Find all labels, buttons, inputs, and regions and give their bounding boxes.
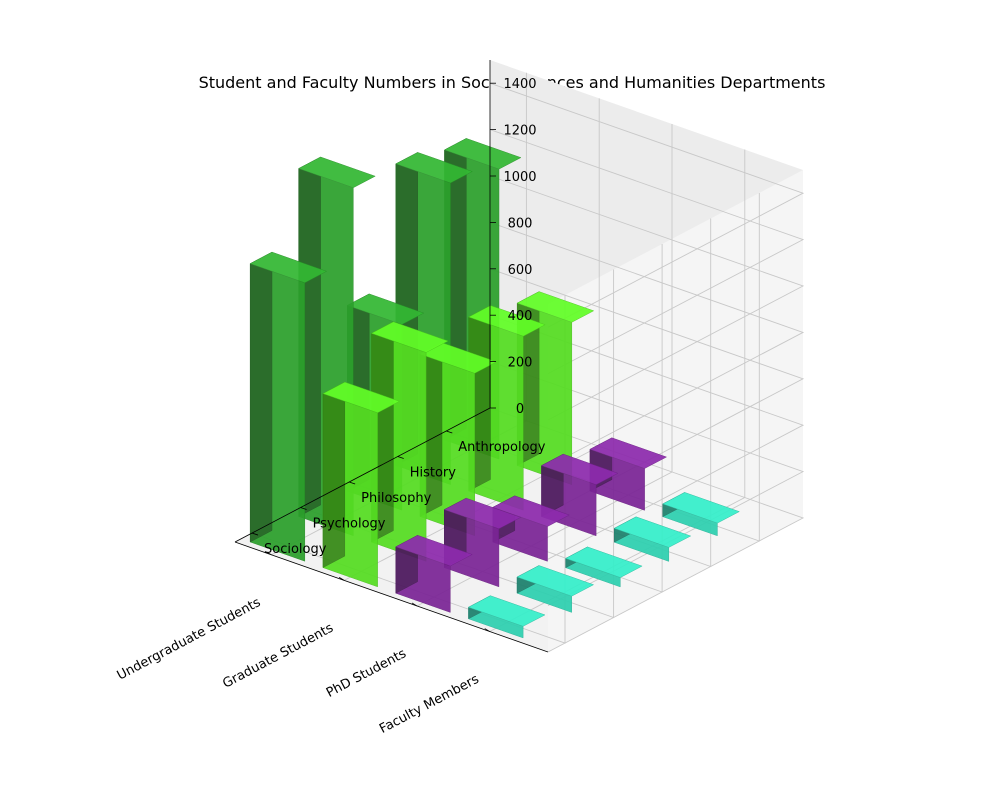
x-tick: [411, 602, 418, 607]
bar-top-face: [443, 138, 522, 170]
bar-phd-students-history: [540, 453, 619, 537]
bar-top-face: [516, 291, 595, 323]
bar-top-face: [468, 305, 546, 337]
bar-top-face: [613, 516, 692, 548]
y-tick-label: Anthropology: [458, 440, 546, 455]
x-tick-label: Faculty Members: [377, 672, 482, 737]
z-gridline: [489, 221, 805, 467]
z-tick-label: 600: [508, 263, 533, 278]
bars-group: [249, 137, 740, 639]
bar-top-face: [540, 453, 619, 485]
bar-top-face: [370, 321, 449, 353]
z-tick-label: 1400: [503, 77, 536, 92]
y-tick: [300, 507, 307, 510]
z-gridline: [489, 175, 805, 421]
z-tick-label: 800: [508, 216, 533, 231]
bar-top-face: [395, 152, 473, 184]
bar-top-face: [467, 595, 546, 627]
bar-top-face: [662, 492, 740, 524]
bar-top-face: [516, 565, 595, 597]
y-tick: [397, 456, 404, 459]
bar-graduate-students-sociology: [322, 381, 401, 588]
x-axis-line: [234, 541, 549, 653]
x-tick-label: Graduate Students: [220, 621, 336, 692]
bar-top-face: [443, 497, 522, 530]
x-tick: [338, 577, 345, 581]
bar-side-face: [249, 251, 273, 543]
bar-top-face: [298, 156, 376, 188]
y-tick: [349, 481, 356, 485]
bar-side-face: [322, 381, 346, 569]
bar-faculty-members-psychology: [516, 565, 595, 613]
y-axis-line: [234, 407, 491, 543]
z-gridline: [489, 407, 805, 653]
bar-top-face: [249, 251, 328, 284]
y-tick-label: Sociology: [264, 542, 327, 557]
z-gridline: [489, 82, 805, 328]
x-tick: [266, 551, 272, 556]
y-tick-label: Philosophy: [361, 491, 431, 506]
z-gridline: [489, 361, 805, 606]
bar-faculty-members-sociology: [467, 595, 546, 639]
bar-undergraduate-students-sociology: [249, 251, 328, 562]
x-gridline: [416, 124, 673, 607]
x-tick: [484, 628, 490, 632]
bar-top-face: [395, 535, 473, 567]
z-tick-label: 400: [508, 309, 533, 324]
z-gridline: [489, 314, 805, 560]
x-tick-label: PhD Students: [324, 646, 409, 701]
z-tick-label: 1200: [503, 124, 536, 139]
y-tick-label: Psychology: [313, 517, 386, 532]
bar-faculty-members-anthropology: [662, 491, 740, 537]
bar-top-face: [346, 293, 425, 325]
bar-faculty-members-history: [613, 516, 692, 562]
bar-top-face: [322, 381, 401, 414]
bar-phd-students-sociology: [395, 534, 473, 613]
y-tick-label: History: [410, 465, 457, 480]
y-tick: [251, 532, 259, 536]
bar-top-face: [589, 437, 668, 469]
z-gridline: [489, 129, 805, 374]
z-tick-label: 200: [508, 356, 533, 371]
y-tick: [446, 430, 453, 434]
z-tick-label: 1000: [503, 170, 536, 185]
bar-top-face: [492, 495, 570, 527]
bar-top-face: [565, 546, 643, 578]
z-tick-label: 0: [516, 402, 524, 417]
bar-faculty-members-philosophy: [565, 546, 643, 588]
